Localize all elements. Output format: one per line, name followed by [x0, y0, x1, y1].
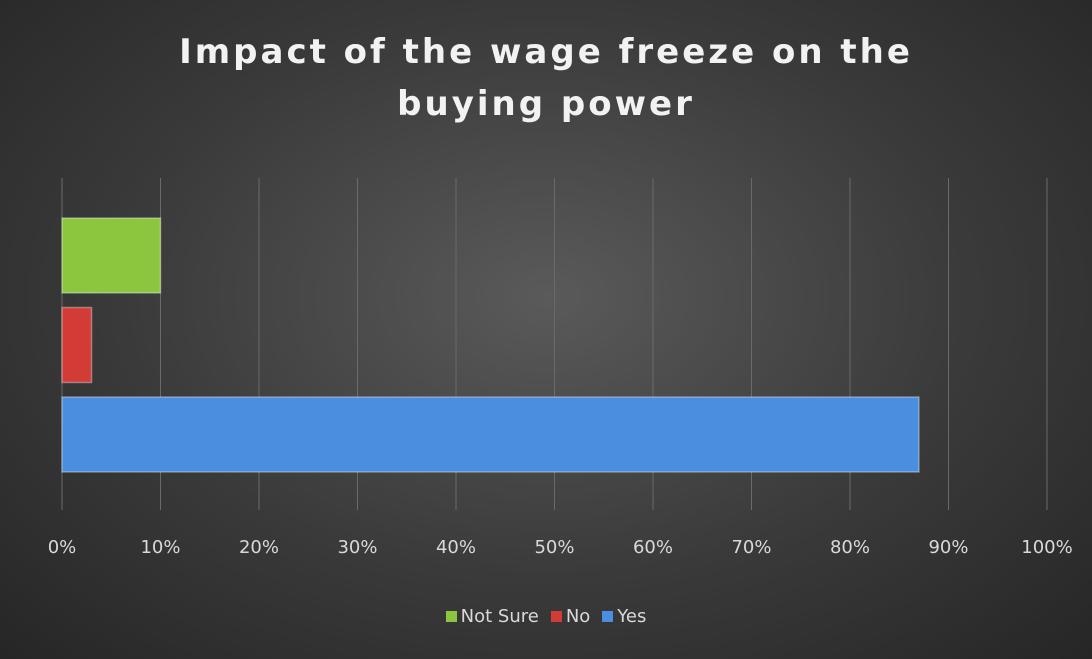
x-tick-label: 40%	[436, 537, 476, 558]
bar	[61, 396, 920, 473]
legend-item: No	[550, 606, 591, 627]
x-tick-label: 20%	[239, 537, 279, 558]
legend-label: Not Sure	[460, 606, 539, 627]
legend-label: No	[565, 606, 591, 627]
legend-item: Yes	[602, 606, 646, 627]
legend-swatch	[602, 611, 614, 622]
x-tick-label: 100%	[1021, 537, 1072, 558]
legend: Not Sure No Yes	[0, 606, 1092, 627]
x-tick-label: 90%	[928, 537, 968, 558]
x-tick-label: 0%	[48, 537, 77, 558]
x-tick-label: 70%	[731, 537, 771, 558]
bar	[61, 217, 162, 294]
legend-label: Yes	[617, 606, 647, 627]
x-tick-label: 30%	[337, 537, 377, 558]
x-tick-label: 80%	[830, 537, 870, 558]
x-tick-label: 10%	[140, 537, 180, 558]
bar	[61, 306, 93, 384]
x-tick-label: 60%	[633, 537, 673, 558]
chart-title: Impact of the wage freeze on the buying …	[179, 32, 913, 124]
legend-swatch	[445, 611, 457, 622]
x-tick-label: 50%	[534, 537, 574, 558]
legend-swatch	[550, 611, 562, 622]
legend-item: Not Sure	[445, 606, 539, 627]
